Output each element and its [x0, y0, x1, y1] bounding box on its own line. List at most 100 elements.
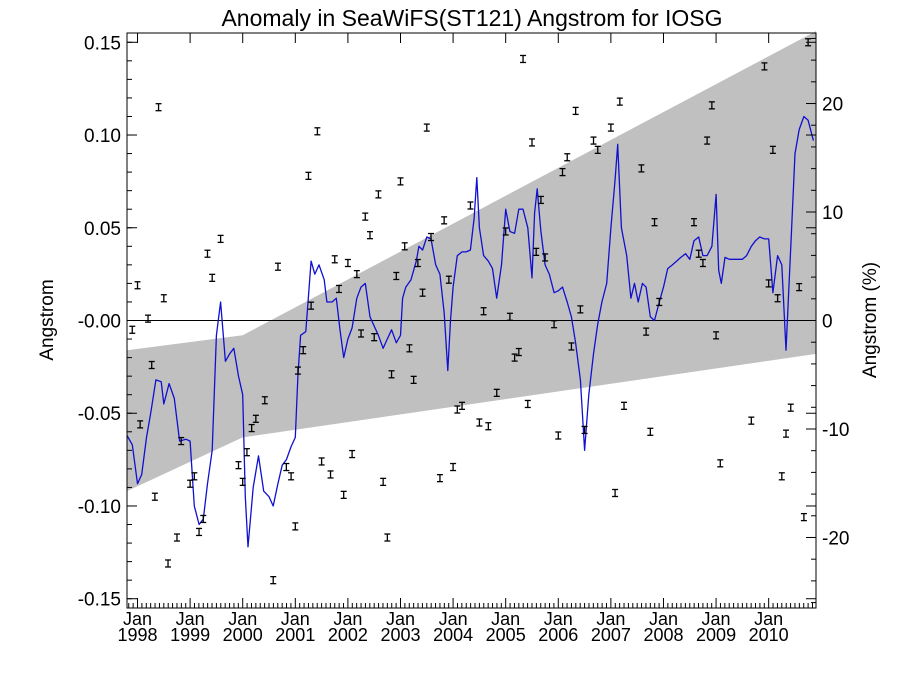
error-bar-point [274, 262, 281, 271]
error-bar-point [450, 462, 457, 472]
error-bar-point [748, 416, 755, 425]
error-bar-point [349, 449, 356, 459]
error-bar-point [375, 190, 382, 199]
error-bar-point [690, 218, 697, 227]
error-bar-point [515, 347, 522, 357]
error-bar-point [454, 405, 461, 414]
x-tick-year-label: 2002 [328, 625, 368, 645]
error-bar-point [704, 136, 711, 145]
error-bar-point [778, 472, 785, 481]
error-bar-point [344, 258, 351, 268]
x-axis: Jan1998Jan1999Jan2000Jan2001Jan2002Jan20… [117, 33, 813, 645]
trend-band-area [127, 31, 816, 492]
error-bar-point [393, 271, 400, 281]
error-bar-point [564, 153, 571, 162]
error-bar-point [520, 54, 527, 64]
error-bar-point [590, 136, 597, 145]
error-bar-point [800, 512, 807, 522]
anomaly-line [126, 115, 815, 548]
error-bar-point [401, 242, 408, 251]
error-bar-point [765, 279, 772, 288]
error-bar-point [308, 301, 315, 310]
error-bar-point [638, 164, 645, 173]
error-bar-point [209, 273, 216, 282]
error-bar-point [148, 360, 155, 370]
error-bar-point [331, 255, 338, 264]
error-bar-point [252, 414, 259, 423]
error-bar-point [137, 420, 144, 429]
error-bar-point [261, 396, 268, 405]
error-bar-point [480, 307, 487, 316]
error-bar-point [423, 123, 430, 132]
error-bar-point [165, 559, 172, 568]
error-bar-point [410, 375, 417, 385]
error-bar-point [235, 461, 242, 470]
x-tick-month-label: Jan [649, 609, 678, 629]
x-tick-year-label: 2009 [696, 625, 736, 645]
error-bar-point [388, 370, 395, 379]
x-tick-month-label: Jan [491, 609, 520, 629]
error-bar-point [761, 62, 768, 71]
error-bar-point [783, 429, 790, 438]
error-bar-point [528, 138, 535, 147]
x-tick-month-label: Jan [544, 609, 573, 629]
error-bar-point [485, 422, 492, 431]
error-bar-point [559, 167, 566, 177]
error-bar-point [384, 533, 391, 542]
error-bar-point [397, 177, 404, 186]
y-tick-label: 0.10 [84, 126, 121, 147]
x-tick-month-label: Jan [333, 609, 362, 629]
x-tick-year-label: 1999 [170, 625, 210, 645]
error-bar-point [493, 388, 500, 397]
error-bar-point [217, 234, 224, 244]
error-bar-point [506, 312, 513, 321]
x-tick-year-label: 2007 [591, 625, 631, 645]
x-tick-year-label: 2004 [433, 625, 473, 645]
error-bar-point [577, 305, 584, 314]
error-bar-point [568, 342, 575, 351]
error-bar-point [656, 297, 663, 307]
error-bar-point [612, 488, 619, 498]
error-bar-point [717, 459, 724, 468]
error-bar-point [200, 514, 207, 524]
error-bar-point [607, 123, 614, 132]
error-bar-point [643, 327, 650, 336]
error-bar-point [467, 201, 474, 210]
x-tick-year-label: 2001 [275, 625, 315, 645]
error-bar-point [371, 333, 378, 342]
x-tick-month-label: Jan [228, 609, 257, 629]
error-bar-point [248, 423, 255, 433]
x-tick-year-label: 1998 [117, 625, 157, 645]
error-bar-point [134, 281, 141, 290]
y2-tick-label: -20 [822, 528, 849, 549]
x-tick-month-label: Jan [176, 609, 205, 629]
error-bar-point [594, 145, 601, 155]
error-bar-point [414, 258, 421, 268]
error-bar-point [537, 195, 544, 205]
error-bar-point [524, 399, 531, 409]
error-bar-point [145, 314, 152, 323]
error-bar-point [581, 425, 588, 435]
monthly-error-bar-points [129, 38, 812, 585]
y-axis-label: Angstrom [37, 279, 58, 360]
error-bar-point [160, 294, 167, 303]
error-bar-point [699, 258, 706, 268]
error-bar-point [651, 218, 658, 227]
y-tick-label: 0.05 [84, 219, 121, 240]
y2-tick-label: 0 [822, 312, 833, 333]
error-bar-point [178, 436, 185, 446]
x-tick-month-label: Jan [702, 609, 731, 629]
y2-tick-label: 10 [822, 203, 843, 224]
error-bar-point [292, 522, 299, 531]
error-bar-point [239, 477, 246, 487]
error-bar-point [340, 490, 347, 500]
error-bar-point [300, 346, 307, 355]
x-tick-month-label: Jan [596, 609, 625, 629]
error-bar-point [283, 462, 290, 472]
error-bar-point [406, 344, 413, 353]
error-bar-point [155, 103, 162, 112]
error-bar-point [441, 216, 448, 225]
y2-axis-label: Angstrom (%) [860, 262, 881, 378]
error-bar-point [204, 249, 211, 258]
x-tick-year-label: 2010 [749, 625, 789, 645]
